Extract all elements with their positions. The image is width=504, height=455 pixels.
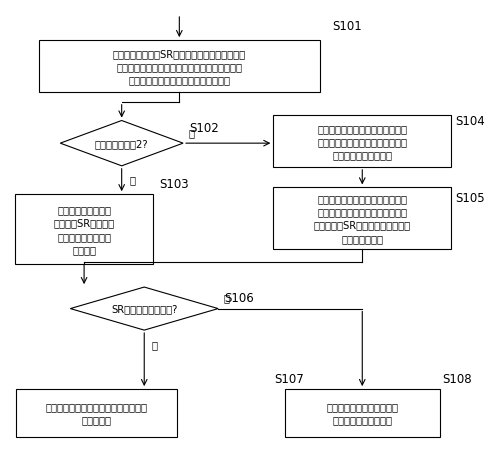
Text: 将各分绕组的始、末
端接线从SR电机定子
内引出连接到串并联
换接器上: 将各分绕组的始、末 端接线从SR电机定子 内引出连接到串并联 换接器上: [53, 205, 114, 254]
Text: S101: S101: [332, 20, 362, 33]
Bar: [273, 188, 451, 249]
Text: S105: S105: [455, 192, 485, 205]
Bar: [17, 389, 177, 437]
Text: 根据串联方式和并联方式所要求的
接线将每相的分绕组的共同用始末
端进行局部串并联组合: 根据串联方式和并联方式所要求的 接线将每相的分绕组的共同用始末 端进行局部串并联…: [318, 123, 407, 160]
Bar: [39, 41, 320, 93]
Bar: [15, 195, 153, 265]
Text: 是: 是: [129, 175, 135, 185]
Text: S106: S106: [224, 291, 254, 304]
Bar: [273, 116, 451, 167]
Polygon shape: [60, 121, 183, 167]
Text: S103: S103: [159, 178, 189, 191]
Text: SR电机运行于低速段?: SR电机运行于低速段?: [111, 304, 177, 314]
Text: S108: S108: [443, 373, 472, 385]
Polygon shape: [70, 288, 218, 330]
Text: 每相凸极数等于2?: 每相凸极数等于2?: [95, 139, 149, 149]
Text: 串并联换接器将每相绕组的分绕组连接
成串联方式: 串并联换接器将每相绕组的分绕组连接 成串联方式: [46, 401, 148, 425]
Text: 是: 是: [152, 339, 158, 349]
Text: 在径向分相结构的SR电机上，将每相绕组划分为
与该相凸极数相同的分绕组绕制在每个凸极上，
并在凸极上进行分绕组始、末端接线。: 在径向分相结构的SR电机上，将每相绕组划分为 与该相凸极数相同的分绕组绕制在每个…: [113, 49, 246, 85]
Text: 根据串联方式和并联方式所要求的
接线将每相分绕组的非共同用的始
末端接线从SR电机定子内引出连接
到串并联换接器: 根据串联方式和并联方式所要求的 接线将每相分绕组的非共同用的始 末端接线从SR电…: [313, 194, 411, 243]
Text: 否: 否: [188, 127, 194, 137]
Text: 否: 否: [223, 293, 229, 303]
Text: S102: S102: [190, 121, 219, 135]
Text: 串并联换接器将每相绕组的
分绕组连接成并联方式: 串并联换接器将每相绕组的 分绕组连接成并联方式: [326, 401, 398, 425]
Bar: [285, 389, 440, 437]
Text: S104: S104: [455, 115, 485, 128]
Text: S107: S107: [275, 373, 304, 385]
